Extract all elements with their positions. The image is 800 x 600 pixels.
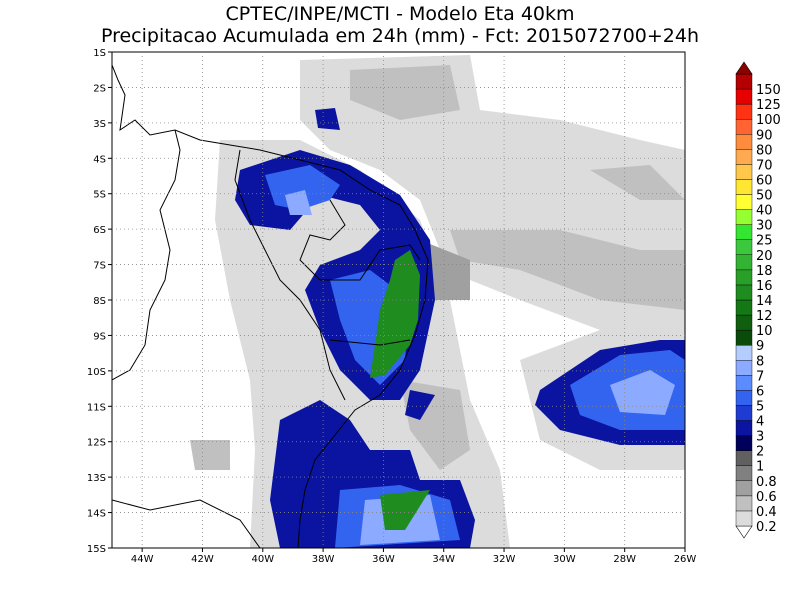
colorbar-label: 6 — [756, 384, 764, 399]
colorbar-band — [735, 118, 753, 135]
colorbar-band — [735, 450, 753, 466]
y-label: 10S — [87, 367, 106, 378]
colorbar-end — [735, 525, 753, 539]
colorbar-label: 18 — [756, 264, 773, 279]
colorbar-band — [735, 149, 753, 165]
colorbar-label: 70 — [756, 158, 773, 173]
colorbar-end — [735, 61, 753, 75]
graticule — [112, 52, 685, 548]
colorbar-band — [735, 314, 753, 331]
colorbar-band — [735, 209, 753, 225]
y-label: 15S — [87, 544, 106, 555]
colorbar-label: 25 — [756, 234, 773, 249]
colorbar-label: 0.2 — [756, 520, 777, 535]
colorbar-band — [735, 480, 753, 497]
x-label: 44W — [131, 554, 154, 565]
precip-field — [190, 55, 685, 548]
x-label: 30W — [553, 554, 576, 565]
x-label: 26W — [674, 554, 697, 565]
x-label: 34W — [432, 554, 455, 565]
colorbar-band — [735, 269, 753, 286]
colorbar-label: 80 — [756, 143, 773, 158]
colorbar: 0.20.40.60.81234567891012141618202530405… — [735, 61, 781, 539]
colorbar-label: 40 — [756, 204, 773, 219]
y-label: 6S — [93, 225, 106, 236]
title-line: Precipitacao Acumulada em 24h (mm) - Fct… — [101, 25, 699, 47]
colorbar-label: 90 — [756, 128, 773, 143]
colorbar-label: 60 — [756, 173, 773, 188]
colorbar-label: 3 — [756, 430, 764, 445]
colorbar-band — [735, 299, 753, 316]
colorbar-band — [735, 420, 753, 436]
y-label: 14S — [87, 509, 106, 520]
colorbar-band — [735, 284, 753, 301]
y-label: 13S — [87, 473, 106, 484]
x-label: 32W — [493, 554, 516, 565]
colorbar-label: 150 — [756, 83, 781, 98]
y-label: 1S — [93, 48, 106, 59]
colorbar-label: 2 — [756, 445, 764, 460]
colorbar-label: 9 — [756, 339, 764, 354]
colorbar-band — [735, 194, 753, 210]
y-label: 9S — [93, 331, 106, 342]
axis-labels: 44W 42W 40W 38W 36W 34W 32W 30W 28W 26W 1S 2S 3S 4S 5S… — [87, 48, 696, 565]
colorbar-band — [735, 465, 753, 482]
colorbar-label: 20 — [756, 249, 773, 264]
colorbar-label: 16 — [756, 279, 773, 294]
x-label: 36W — [372, 554, 395, 565]
colorbar-label: 14 — [756, 294, 773, 309]
colorbar-band — [735, 103, 753, 120]
colorbar-band — [735, 179, 753, 195]
colorbar-band — [735, 134, 753, 150]
y-label: 4S — [93, 154, 106, 165]
colorbar-label: 10 — [756, 324, 773, 339]
y-label: 3S — [93, 119, 106, 130]
colorbar-label: 1 — [756, 460, 764, 475]
y-label: 5S — [93, 190, 106, 201]
x-label: 38W — [312, 554, 335, 565]
colorbar-band — [735, 329, 753, 346]
colorbar-band — [735, 495, 753, 512]
colorbar-label: 0.6 — [756, 490, 777, 505]
y-label: 12S — [87, 438, 106, 449]
colorbar-label: 12 — [756, 309, 773, 324]
colorbar-label: 100 — [756, 113, 781, 128]
colorbar-label: 5 — [756, 399, 764, 414]
colorbar-band — [735, 405, 753, 421]
colorbar-label: 8 — [756, 354, 764, 369]
x-label: 42W — [191, 554, 214, 565]
y-label: 11S — [87, 402, 106, 413]
colorbar-label: 0.8 — [756, 475, 777, 490]
colorbar-label: 50 — [756, 189, 773, 204]
colorbar-band — [735, 360, 753, 376]
colorbar-band — [735, 375, 753, 391]
colorbar-band — [735, 224, 753, 240]
colorbar-label: 30 — [756, 219, 773, 234]
colorbar-band — [735, 510, 753, 527]
colorbar-band — [735, 88, 753, 105]
colorbar-label: 4 — [756, 415, 764, 430]
y-label: 8S — [93, 296, 106, 307]
colorbar-band — [735, 435, 753, 451]
colorbar-label: 7 — [756, 369, 764, 384]
colorbar-label: 0.4 — [756, 505, 777, 520]
x-label: 28W — [613, 554, 636, 565]
colorbar-band — [735, 239, 753, 256]
y-label: 7S — [93, 261, 106, 272]
y-label: 2S — [93, 83, 106, 94]
colorbar-band — [735, 390, 753, 406]
colorbar-band — [735, 73, 753, 90]
colorbar-band — [735, 254, 753, 271]
colorbar-band — [735, 345, 753, 361]
colorbar-band — [735, 164, 753, 180]
colorbar-label: 125 — [756, 98, 781, 113]
x-label: 40W — [251, 554, 274, 565]
title-line: CPTEC/INPE/MCTI - Modelo Eta 40km — [225, 3, 574, 25]
